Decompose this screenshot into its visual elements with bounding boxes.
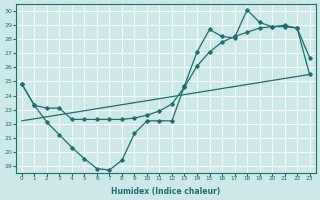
X-axis label: Humidex (Indice chaleur): Humidex (Indice chaleur) xyxy=(111,187,220,196)
